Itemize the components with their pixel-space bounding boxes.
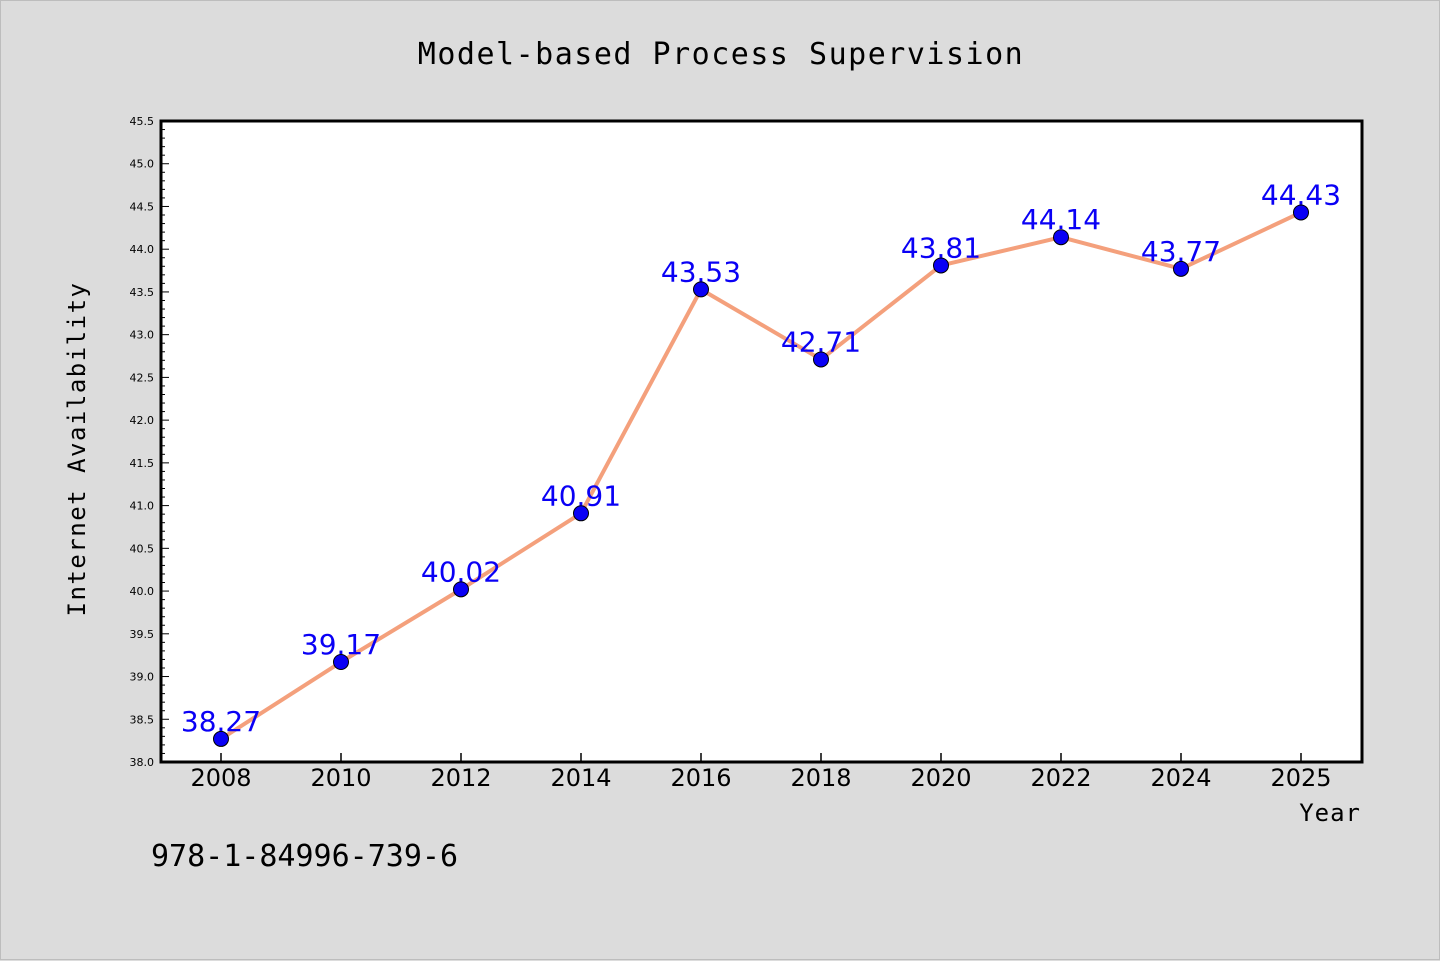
data-point — [693, 281, 709, 298]
x-tick-label: 2022 — [1030, 764, 1091, 792]
data-point — [1173, 260, 1189, 277]
y-tick-label: 41.0 — [130, 500, 155, 513]
y-tick-label: 43.0 — [130, 329, 155, 342]
x-tick-label: 2018 — [790, 764, 851, 792]
data-point — [1293, 204, 1309, 221]
y-axis-label: Internet Availability — [63, 282, 91, 617]
data-label: 43.81 — [901, 231, 981, 264]
y-tick-label: 41.5 — [130, 457, 155, 470]
data-label: 38.27 — [181, 705, 261, 738]
x-tick-label: 2010 — [310, 764, 371, 792]
data-point — [933, 257, 949, 274]
data-label: 43.53 — [661, 255, 741, 288]
data-label: 42.71 — [781, 325, 861, 358]
data-point — [453, 581, 469, 598]
data-point — [813, 351, 829, 368]
series-group — [213, 204, 1309, 747]
x-tick-label: 2024 — [1150, 764, 1211, 792]
y-tick-label: 45.0 — [130, 158, 155, 171]
plot-area — [159, 119, 1364, 764]
y-tick-label: 43.5 — [130, 286, 155, 299]
y-tick-label: 38.0 — [130, 756, 155, 769]
x-tick-label: 2016 — [670, 764, 731, 792]
series-line — [219, 210, 1302, 741]
data-label: 44.14 — [1021, 203, 1101, 236]
y-tick-label: 42.0 — [130, 414, 155, 427]
y-tick-label: 45.5 — [130, 115, 155, 128]
x-tick-label: 2014 — [550, 764, 611, 792]
y-axis: 38.0 38.5 39.0 39.5 40.0 40.5 41.0 41.5 42.0 42.5… — [130, 115, 169, 769]
y-tick-label: 39.0 — [130, 671, 155, 684]
y-tick-label: 38.5 — [130, 713, 155, 726]
x-axis-label: Year — [1299, 799, 1361, 827]
x-tick-label: 2012 — [430, 764, 491, 792]
x-axis: 2008 2010 2012 2014 2016 2018 2020 2022 2024 2025 — [190, 753, 1332, 792]
data-point — [213, 730, 229, 747]
chart-title: Model-based Process Supervision — [418, 37, 1024, 72]
data-point — [573, 505, 589, 522]
y-tick-label: 44.5 — [130, 200, 155, 213]
x-tick-label: 2020 — [910, 764, 971, 792]
x-tick-label: 2025 — [1270, 764, 1331, 792]
data-label: 40.02 — [421, 555, 501, 588]
data-labels: 38.27 39.17 40.02 40.91 43.53 42.71 43.81 44.14… — [181, 178, 1341, 737]
data-point — [1053, 229, 1069, 246]
data-label: 39.17 — [301, 628, 381, 661]
y-tick-label: 42.5 — [130, 371, 155, 384]
data-label: 44.43 — [1261, 178, 1341, 211]
data-label: 40.91 — [541, 479, 621, 512]
y-tick-label: 40.5 — [130, 542, 155, 555]
data-label: 43.77 — [1141, 235, 1221, 268]
data-point — [333, 654, 349, 671]
y-tick-label: 39.5 — [130, 628, 155, 641]
y-tick-label: 44.0 — [130, 243, 155, 256]
y-tick-label: 40.0 — [130, 585, 155, 598]
annotation-text: 978-1-84996-739-6 — [151, 839, 458, 874]
x-tick-label: 2008 — [190, 764, 251, 792]
